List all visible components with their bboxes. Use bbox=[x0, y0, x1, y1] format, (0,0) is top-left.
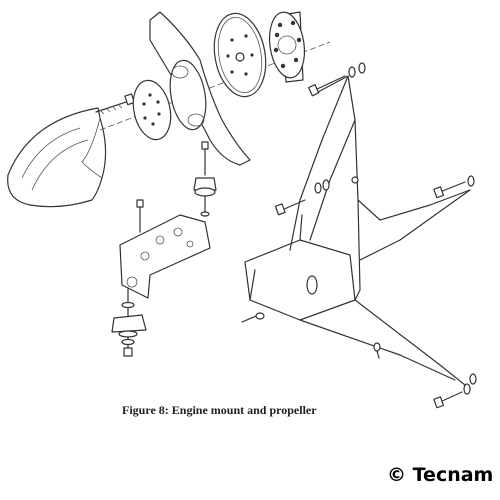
spinner-back-plate bbox=[213, 12, 267, 98]
propeller-hub bbox=[149, 11, 251, 166]
copyright-credit: © Tecnam bbox=[387, 464, 494, 486]
mount-bolt-right bbox=[433, 175, 475, 199]
rubber-damper-lower bbox=[111, 287, 147, 357]
propeller-flange bbox=[268, 11, 306, 83]
spinner-front-plate bbox=[132, 79, 172, 141]
rubber-damper-upper bbox=[193, 141, 217, 217]
engine-mount-bracket bbox=[119, 199, 211, 299]
mount-bolt-side bbox=[274, 179, 330, 216]
spinner-bolt bbox=[95, 93, 135, 115]
engine-mount-frame bbox=[241, 75, 471, 386]
figure-caption: Figure 8: Engine mount and propeller bbox=[122, 403, 317, 417]
spinner-cone bbox=[7, 107, 107, 208]
mount-bolt-top bbox=[307, 62, 366, 97]
mount-bolt-bottom-right bbox=[373, 342, 477, 409]
